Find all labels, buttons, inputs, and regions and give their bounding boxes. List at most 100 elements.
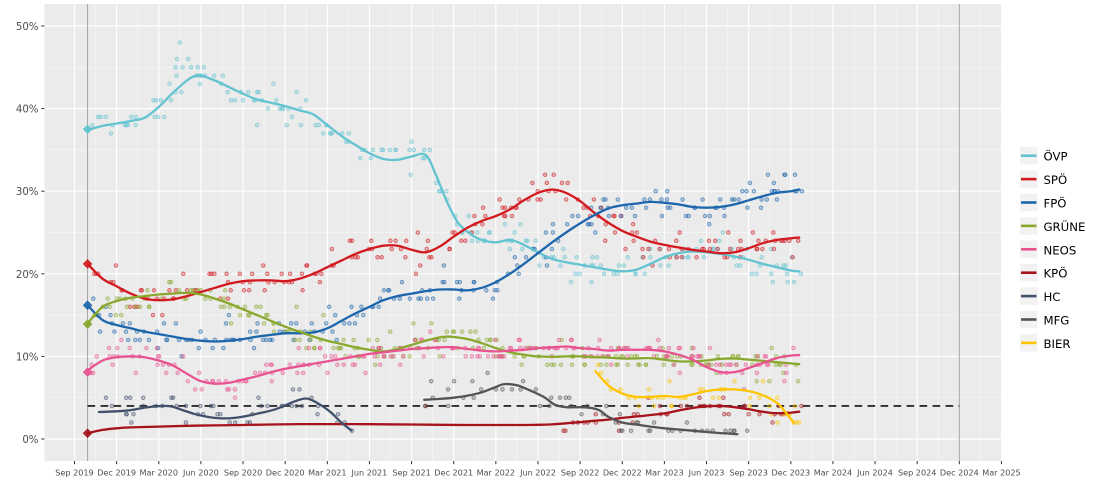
legend-label: ÖVP — [1044, 148, 1068, 164]
poll-point — [258, 304, 263, 310]
legend: ÖVP SPÖ FPÖ GRÜNE NEOS KPÖ HC MFG BIER — [1020, 146, 1085, 352]
poll-point — [341, 337, 346, 343]
poll-point — [342, 321, 347, 326]
poll-point — [744, 188, 749, 194]
poll-point — [774, 197, 780, 202]
poll-point — [429, 255, 434, 260]
poll-point — [533, 238, 538, 244]
poll-point — [759, 255, 764, 260]
poll-point — [677, 370, 683, 376]
poll-point — [765, 362, 771, 367]
poll-point — [424, 296, 430, 301]
x-tick-label: Mar 2024 — [814, 468, 852, 478]
poll-point — [119, 337, 124, 343]
poll-point — [792, 403, 798, 409]
poll-point — [751, 188, 757, 194]
poll-point — [315, 411, 320, 417]
poll-point — [459, 238, 464, 244]
poll-point — [648, 428, 653, 433]
poll-point — [263, 362, 269, 367]
poll-point — [544, 263, 550, 268]
poll-point — [570, 213, 575, 219]
poll-point — [124, 411, 129, 417]
poll-point — [152, 114, 157, 120]
trend-line-HC — [97, 397, 353, 432]
poll-point — [760, 246, 765, 252]
poll-point — [574, 255, 579, 260]
poll-point — [691, 345, 696, 351]
poll-point — [183, 403, 189, 409]
poll-point — [542, 172, 548, 177]
poll-point — [632, 213, 638, 219]
poll-point — [113, 263, 119, 268]
poll-point — [407, 354, 412, 359]
poll-point — [686, 255, 691, 260]
poll-point — [740, 188, 745, 194]
legend-label: GRÜNE — [1044, 218, 1086, 234]
poll-point — [280, 370, 286, 376]
poll-point — [666, 345, 672, 351]
poll-point — [657, 403, 663, 409]
poll-point — [294, 304, 299, 310]
legend-label: BIER — [1044, 337, 1071, 351]
poll-point — [512, 255, 518, 260]
poll-point — [370, 147, 376, 153]
poll-point — [421, 147, 427, 153]
poll-point — [389, 246, 394, 252]
poll-point — [300, 370, 306, 376]
poll-point — [770, 279, 776, 285]
poll-point — [408, 172, 413, 177]
poll-point — [113, 312, 119, 318]
poll-point — [210, 345, 215, 351]
poll-point — [591, 197, 597, 202]
poll-point — [242, 304, 248, 310]
legend-item-HC: HC — [1020, 287, 1060, 305]
poll-point — [747, 403, 753, 409]
poll-point — [319, 271, 324, 277]
poll-point — [771, 230, 776, 235]
poll-point — [199, 387, 204, 392]
poll-point — [569, 337, 574, 343]
x-tick-label: Sep 2020 — [224, 468, 262, 478]
poll-point — [180, 65, 185, 70]
x-tick-label: Mar 2023 — [645, 468, 683, 478]
poll-point — [457, 296, 462, 301]
poll-point — [488, 337, 493, 343]
poll-point — [377, 362, 383, 367]
poll-point — [785, 279, 790, 285]
poll-point — [192, 387, 198, 392]
poll-point — [470, 378, 475, 384]
poll-point — [397, 362, 403, 367]
poll-point — [128, 114, 134, 120]
poll-point — [338, 345, 344, 351]
poll-point — [558, 362, 564, 367]
poll-point — [631, 238, 636, 244]
poll-point — [94, 354, 99, 359]
x-tick-label: Jun 2021 — [351, 468, 388, 478]
poll-point — [612, 230, 618, 235]
poll-point — [775, 420, 780, 425]
poll-point — [346, 131, 352, 136]
poll-point — [590, 255, 595, 260]
trend-line-SPÖ — [86, 188, 801, 302]
poll-point — [271, 81, 276, 87]
poll-point — [525, 238, 530, 244]
poll-point — [674, 238, 679, 244]
poll-point — [637, 362, 642, 367]
legend-label: NEOS — [1044, 243, 1077, 257]
poll-point — [179, 89, 184, 95]
poll-point — [643, 205, 649, 210]
x-tick-label: Mar 2025 — [982, 468, 1020, 478]
poll-point — [425, 238, 431, 244]
poll-point — [516, 197, 522, 202]
poll-point — [103, 114, 109, 120]
poll-point — [174, 73, 179, 78]
poll-point — [428, 329, 433, 334]
poll-point — [469, 238, 475, 244]
poll-point — [133, 304, 138, 310]
poll-point — [444, 329, 450, 334]
poll-point — [428, 378, 434, 384]
legend-item-GRÜNE: GRÜNE — [1020, 217, 1085, 235]
poll-point — [106, 345, 112, 351]
poll-point — [771, 180, 777, 186]
